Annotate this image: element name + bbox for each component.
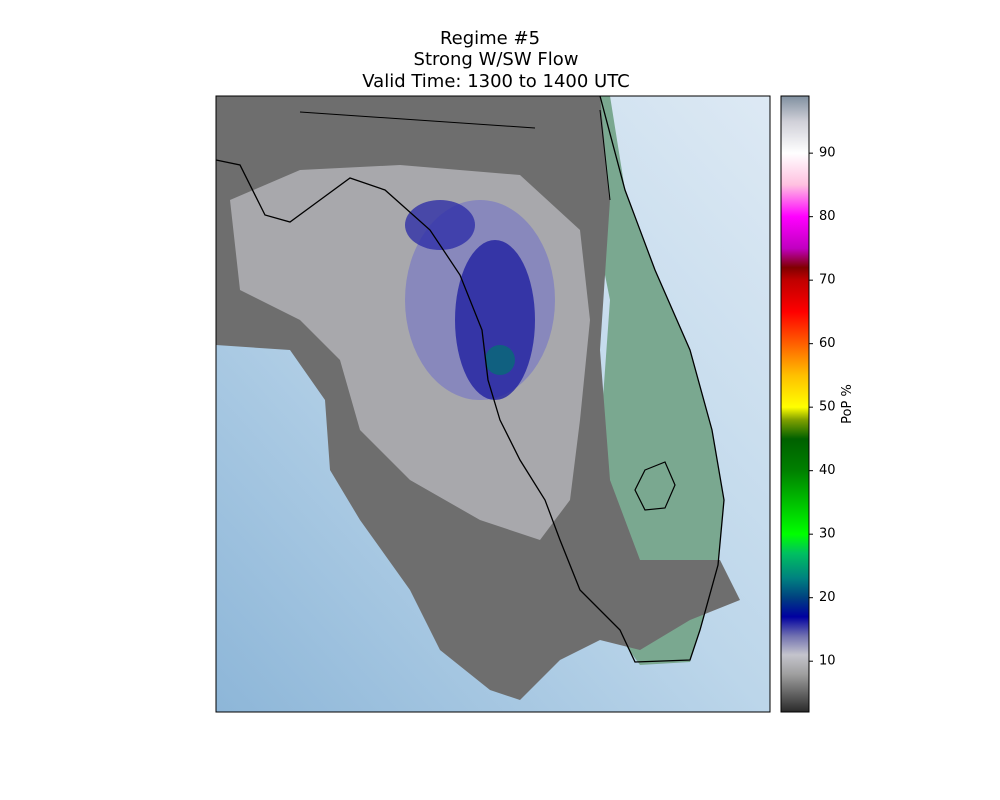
- map: [216, 96, 770, 712]
- precip-blue: [455, 240, 535, 400]
- precip-blue: [405, 200, 475, 250]
- colorbar-tick-label: 80: [819, 209, 836, 224]
- colorbar: [780, 95, 810, 713]
- title-line: Regime #5: [440, 28, 540, 49]
- title-line: Valid Time: 1300 to 1400 UTC: [362, 71, 629, 92]
- colorbar-tick-label: 40: [819, 463, 836, 478]
- colorbar-tick-label: 20: [819, 590, 836, 605]
- colorbar-tick-label: 30: [819, 527, 836, 542]
- title-line: Strong W/SW Flow: [414, 49, 579, 70]
- colorbar-tick-label: 70: [819, 273, 836, 288]
- lake: [634, 461, 676, 511]
- colorbar-tick-label: 90: [819, 146, 836, 161]
- colorbar-tick-label: 60: [819, 336, 836, 351]
- coastline: [216, 96, 725, 663]
- colorbar-tick-label: 50: [819, 400, 836, 415]
- state-border: [299, 109, 611, 201]
- precip-teal: [485, 345, 515, 375]
- colorbar-label: PoP %: [840, 384, 855, 424]
- colorbar-tick-label: 10: [819, 654, 836, 669]
- map-frame: [215, 95, 771, 713]
